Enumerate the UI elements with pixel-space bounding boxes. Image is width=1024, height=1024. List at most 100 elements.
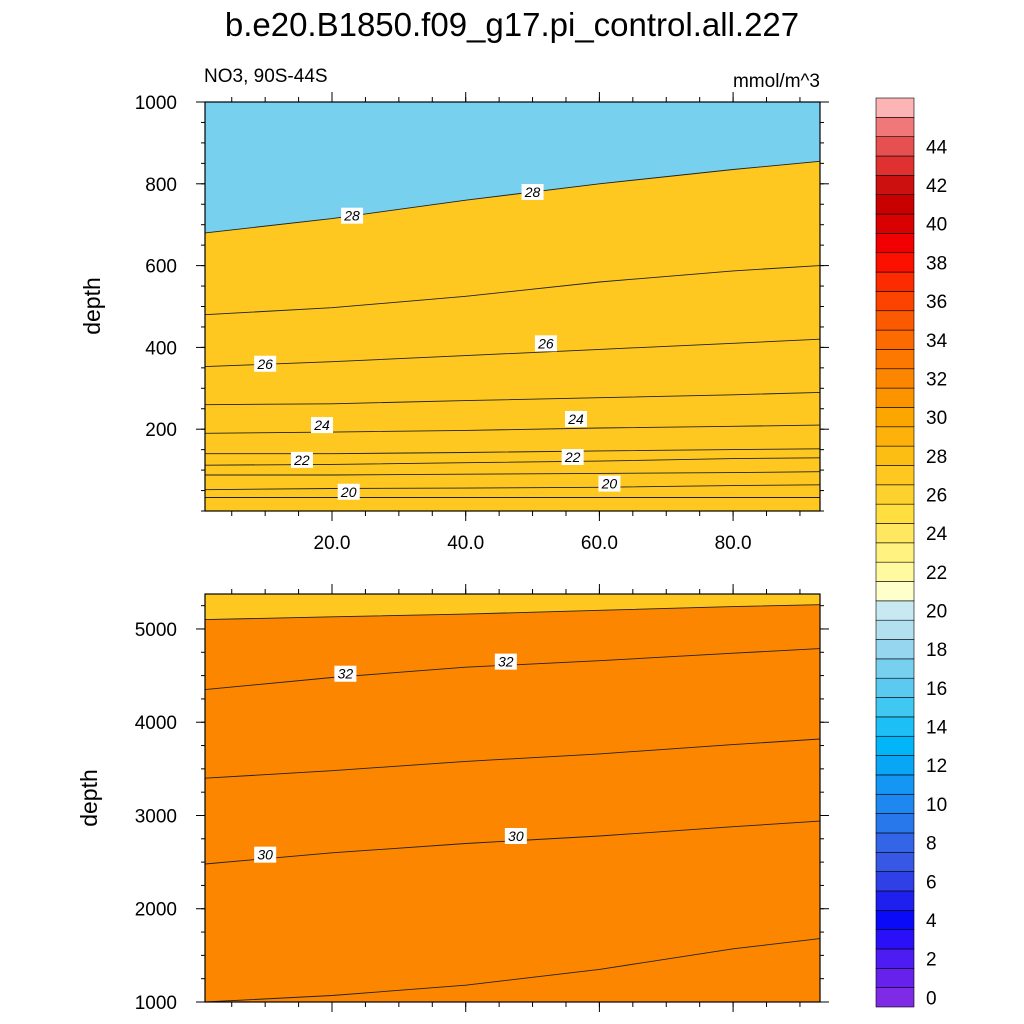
colorbar-swatch	[875, 252, 915, 273]
contour-label: 20	[598, 475, 621, 492]
y-tick-label: 5000	[135, 620, 177, 641]
x-tick-label: 20.0	[314, 533, 351, 554]
lower-panel: 30 30 32 32 1000 2000 3000 4000 5000	[135, 584, 829, 1014]
contour-line	[205, 391, 820, 406]
y-tick-label: 800	[145, 175, 177, 196]
colorbar-swatch	[875, 445, 915, 466]
colorbar-label: 20	[926, 602, 947, 623]
contour-label: 30	[254, 846, 277, 863]
x-tick-label: 80.0	[715, 533, 752, 554]
colorbar-swatch	[875, 813, 915, 834]
colorbar-swatch	[875, 523, 915, 544]
contour-label: 22	[561, 449, 584, 466]
colorbar-swatch	[875, 600, 915, 621]
colorbar-swatch	[875, 677, 915, 698]
band-fill	[205, 161, 820, 511]
colorbar-swatch	[875, 503, 915, 524]
colorbar-swatch	[875, 368, 915, 389]
colorbar-swatch	[875, 407, 915, 428]
contour-label: 26	[254, 355, 277, 372]
colorbar-swatch	[875, 194, 915, 215]
svg-text:28: 28	[343, 208, 360, 224]
colorbar-label: 28	[926, 447, 947, 468]
colorbar-swatch	[875, 890, 915, 911]
colorbar-swatch	[875, 213, 915, 234]
y-tick-label: 200	[145, 420, 177, 441]
y-tick-label: 4000	[135, 713, 177, 734]
colorbar-swatch	[875, 349, 915, 370]
svg-text:26: 26	[256, 356, 273, 372]
colorbar-swatch	[875, 851, 915, 872]
contour-label: 30	[504, 828, 527, 845]
chart-title: b.e20.B1850.f09_g17.pi_control.all.227	[225, 6, 799, 43]
colorbar-swatch	[875, 619, 915, 640]
colorbar-swatch	[875, 716, 915, 737]
colorbar: 0246810121416182022242628303234363840424…	[875, 97, 948, 1009]
colorbar-label: 16	[926, 679, 947, 700]
y-tick-label: 2000	[135, 900, 177, 921]
colorbar-swatch	[875, 329, 915, 350]
colorbar-label: 42	[926, 176, 947, 197]
colorbar-swatch	[875, 484, 915, 505]
svg-text:24: 24	[567, 411, 584, 427]
svg-text:32: 32	[338, 666, 354, 682]
colorbar-swatch	[875, 639, 915, 660]
contour-label: 26	[534, 335, 557, 352]
colorbar-swatch	[875, 291, 915, 312]
colorbar-swatch	[875, 97, 915, 118]
colorbar-label: 6	[926, 872, 937, 893]
colorbar-label: 40	[926, 215, 947, 236]
svg-text:20: 20	[340, 484, 357, 500]
contour-label: 24	[565, 410, 588, 427]
colorbar-swatch	[875, 175, 915, 196]
svg-text:26: 26	[537, 335, 554, 351]
contour-line	[205, 938, 820, 1002]
subtitle-right: mmol/m^3	[733, 71, 820, 92]
svg-text:22: 22	[564, 449, 581, 465]
colorbar-label: 22	[926, 563, 947, 584]
colorbar-swatch	[875, 387, 915, 408]
contour-line	[205, 424, 820, 434]
x-tick-label: 40.0	[447, 533, 484, 554]
contour-label: 22	[290, 451, 313, 468]
contour-label: 32	[334, 665, 357, 682]
contour-line	[205, 484, 820, 491]
contour-line	[205, 820, 820, 865]
colorbar-label: 26	[926, 485, 947, 506]
contour-label: 20	[337, 483, 360, 500]
colorbar-label: 30	[926, 408, 947, 429]
colorbar-swatch	[875, 793, 915, 814]
y-tick-label: 400	[145, 338, 177, 359]
contour-line	[205, 471, 820, 476]
colorbar-swatch	[875, 658, 915, 679]
plot-frame	[204, 593, 821, 1003]
contour-line	[205, 648, 820, 691]
svg-text:24: 24	[313, 417, 330, 433]
colorbar-label: 14	[926, 718, 948, 739]
colorbar-swatch	[875, 909, 915, 930]
contour-label: 24	[310, 417, 333, 434]
colorbar-label: 34	[926, 331, 948, 352]
contour-label: 32	[494, 653, 517, 670]
colorbar-label: 0	[926, 988, 937, 1009]
colorbar-swatch	[875, 561, 915, 582]
svg-text:28: 28	[524, 184, 541, 200]
colorbar-swatch	[875, 832, 915, 853]
colorbar-label: 8	[926, 834, 937, 855]
colorbar-swatch	[875, 987, 915, 1008]
band-fill	[205, 604, 820, 1002]
colorbar-swatch	[875, 968, 915, 988]
colorbar-swatch	[875, 581, 915, 602]
colorbar-swatch	[875, 755, 915, 776]
contour-line	[205, 738, 820, 779]
colorbar-swatch	[875, 871, 915, 892]
colorbar-swatch	[875, 155, 915, 176]
upper-ylabel: depth	[79, 277, 105, 335]
contour-line	[205, 338, 820, 368]
colorbar-swatch	[875, 697, 915, 718]
colorbar-label: 18	[926, 640, 947, 661]
colorbar-swatch	[875, 136, 915, 157]
colorbar-swatch	[875, 774, 915, 795]
upper-panel: 20 20 22 22 24 24 26 26 28 28 200 400 600 800 1000 20.0…	[135, 92, 829, 554]
